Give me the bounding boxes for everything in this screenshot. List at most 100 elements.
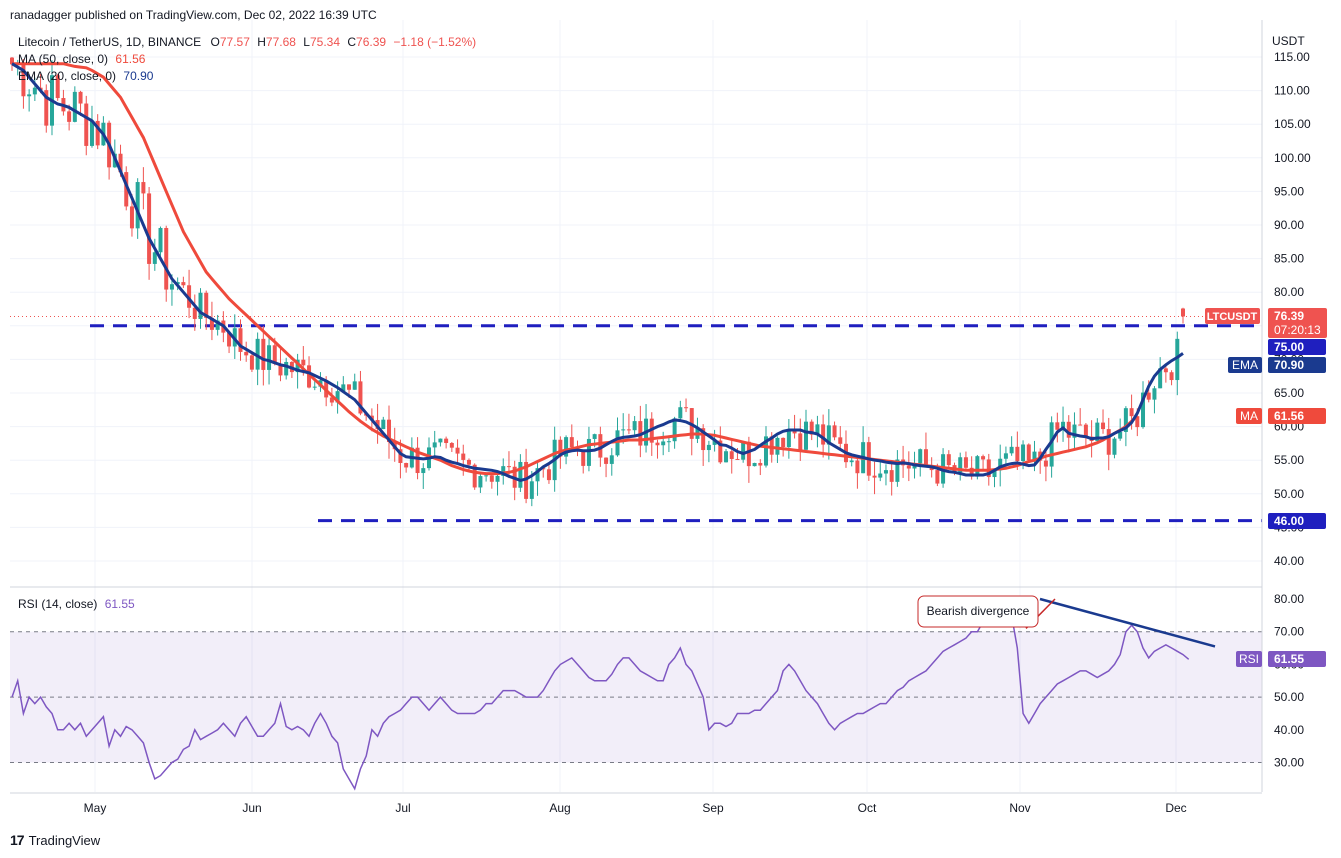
candle-body — [489, 475, 494, 482]
candle-body — [821, 424, 826, 445]
candle-body — [1003, 453, 1008, 459]
candle-body — [158, 227, 163, 253]
change-value: −1.18 (−1.52%) — [393, 35, 477, 49]
candle-body — [1009, 446, 1014, 454]
candle-body — [1032, 451, 1037, 461]
candle-body — [249, 355, 254, 370]
ma-50-path — [12, 62, 1139, 476]
tradingview-logo-icon: 17 — [10, 832, 25, 848]
candle-body — [1049, 422, 1054, 467]
candle-body — [969, 467, 974, 477]
candle-body — [495, 475, 500, 482]
price-tag-bg — [1268, 308, 1327, 338]
candle-body — [67, 111, 72, 122]
candle-body — [192, 307, 197, 319]
candle-body — [735, 458, 740, 460]
symbol-legend: Litecoin / TetherUS, 1D, BINANCE O77.57 … — [18, 35, 476, 49]
candle-body — [1072, 424, 1077, 438]
candle-body — [609, 455, 614, 464]
candle-body — [84, 103, 89, 146]
ema-legend-value: 70.90 — [123, 69, 154, 83]
candle-body — [718, 440, 723, 463]
candle-body — [855, 460, 860, 474]
candle-body — [1169, 372, 1174, 381]
candle-body — [352, 381, 357, 390]
close-label: C — [347, 35, 357, 49]
candle-body — [152, 252, 157, 264]
candle-body — [706, 444, 711, 451]
candle-body — [135, 182, 140, 229]
candle-body — [666, 441, 671, 443]
candle-body — [661, 441, 666, 446]
candle-body — [958, 457, 963, 473]
rsi-legend-value: 61.55 — [104, 597, 135, 611]
candle-body — [244, 351, 249, 356]
candle-body — [449, 442, 454, 448]
ema-legend-label: EMA (20, close, 0) — [18, 69, 117, 83]
ema-tag-name: EMA — [1232, 358, 1258, 372]
candle-body — [444, 438, 449, 443]
candle-body — [335, 391, 340, 403]
candle-body — [415, 447, 420, 474]
candle-body — [1061, 421, 1066, 430]
close-value: 76.39 — [356, 35, 387, 49]
candle-body — [1112, 438, 1117, 455]
candle-body — [209, 317, 214, 330]
ma-tag-value: 61.56 — [1274, 409, 1304, 423]
time-tick-label: Jul — [395, 801, 410, 815]
ma-tag-name: MA — [1240, 409, 1258, 423]
candle-body — [558, 439, 563, 457]
candle-body — [878, 473, 883, 478]
ma-legend-label: MA (50, close, 0) — [18, 52, 109, 66]
tradingview-logo[interactable]: 17 TradingView — [10, 832, 100, 848]
grid — [10, 20, 1262, 792]
candle-body — [169, 284, 174, 290]
ema-20-path — [11, 62, 1184, 482]
ema-tag-name-bg — [1228, 357, 1262, 373]
rsi-tag-name-bg — [1236, 651, 1262, 667]
candle-body — [301, 359, 306, 366]
ma-tag-value-bg — [1268, 408, 1326, 424]
candle-body — [55, 75, 60, 99]
price-tick-label: 40.00 — [1274, 554, 1304, 568]
candle-body — [1163, 368, 1168, 373]
tradingview-logo-text: TradingView — [28, 832, 101, 848]
price-tick-label: 115.00 — [1274, 50, 1310, 64]
rsi-tag-value-bg — [1268, 651, 1326, 667]
currency-label: USDT — [1272, 34, 1305, 48]
rsi-tick-label: 70.00 — [1274, 625, 1304, 639]
candle-body — [506, 466, 511, 468]
candle-body — [1026, 444, 1031, 461]
symbol-name: Litecoin / TetherUS, 1D, BINANCE — [18, 35, 202, 49]
candle-body — [741, 441, 746, 460]
candle-body — [187, 285, 192, 308]
candle-body — [581, 451, 586, 466]
candle-body — [267, 345, 272, 370]
time-tick-label: Aug — [549, 801, 570, 815]
candle-body — [1129, 408, 1134, 417]
high-value: 77.68 — [265, 35, 296, 49]
level-tag-46-bg — [1268, 513, 1326, 529]
support-resistance-levels — [10, 315, 1262, 523]
candle-body — [792, 430, 797, 434]
candle-body — [329, 397, 334, 403]
candle-body — [198, 292, 203, 319]
candle-body — [586, 438, 591, 466]
candle-body — [175, 282, 180, 285]
candle-body — [832, 425, 837, 438]
candle-body — [564, 437, 569, 457]
candle-body — [72, 91, 77, 122]
candle-body — [129, 206, 134, 229]
candle-body — [1095, 422, 1100, 441]
candle-body — [1021, 444, 1026, 462]
level-tag-75-text: 75.00 — [1274, 340, 1304, 354]
candle-body — [1083, 424, 1088, 437]
rsi-tag: RSI 61.55 — [1236, 651, 1326, 667]
candle-body — [1141, 392, 1146, 428]
candle-body — [809, 421, 814, 435]
candle-body — [204, 292, 209, 318]
candle-body — [227, 332, 232, 347]
callout-text: Bearish divergence — [927, 604, 1030, 618]
